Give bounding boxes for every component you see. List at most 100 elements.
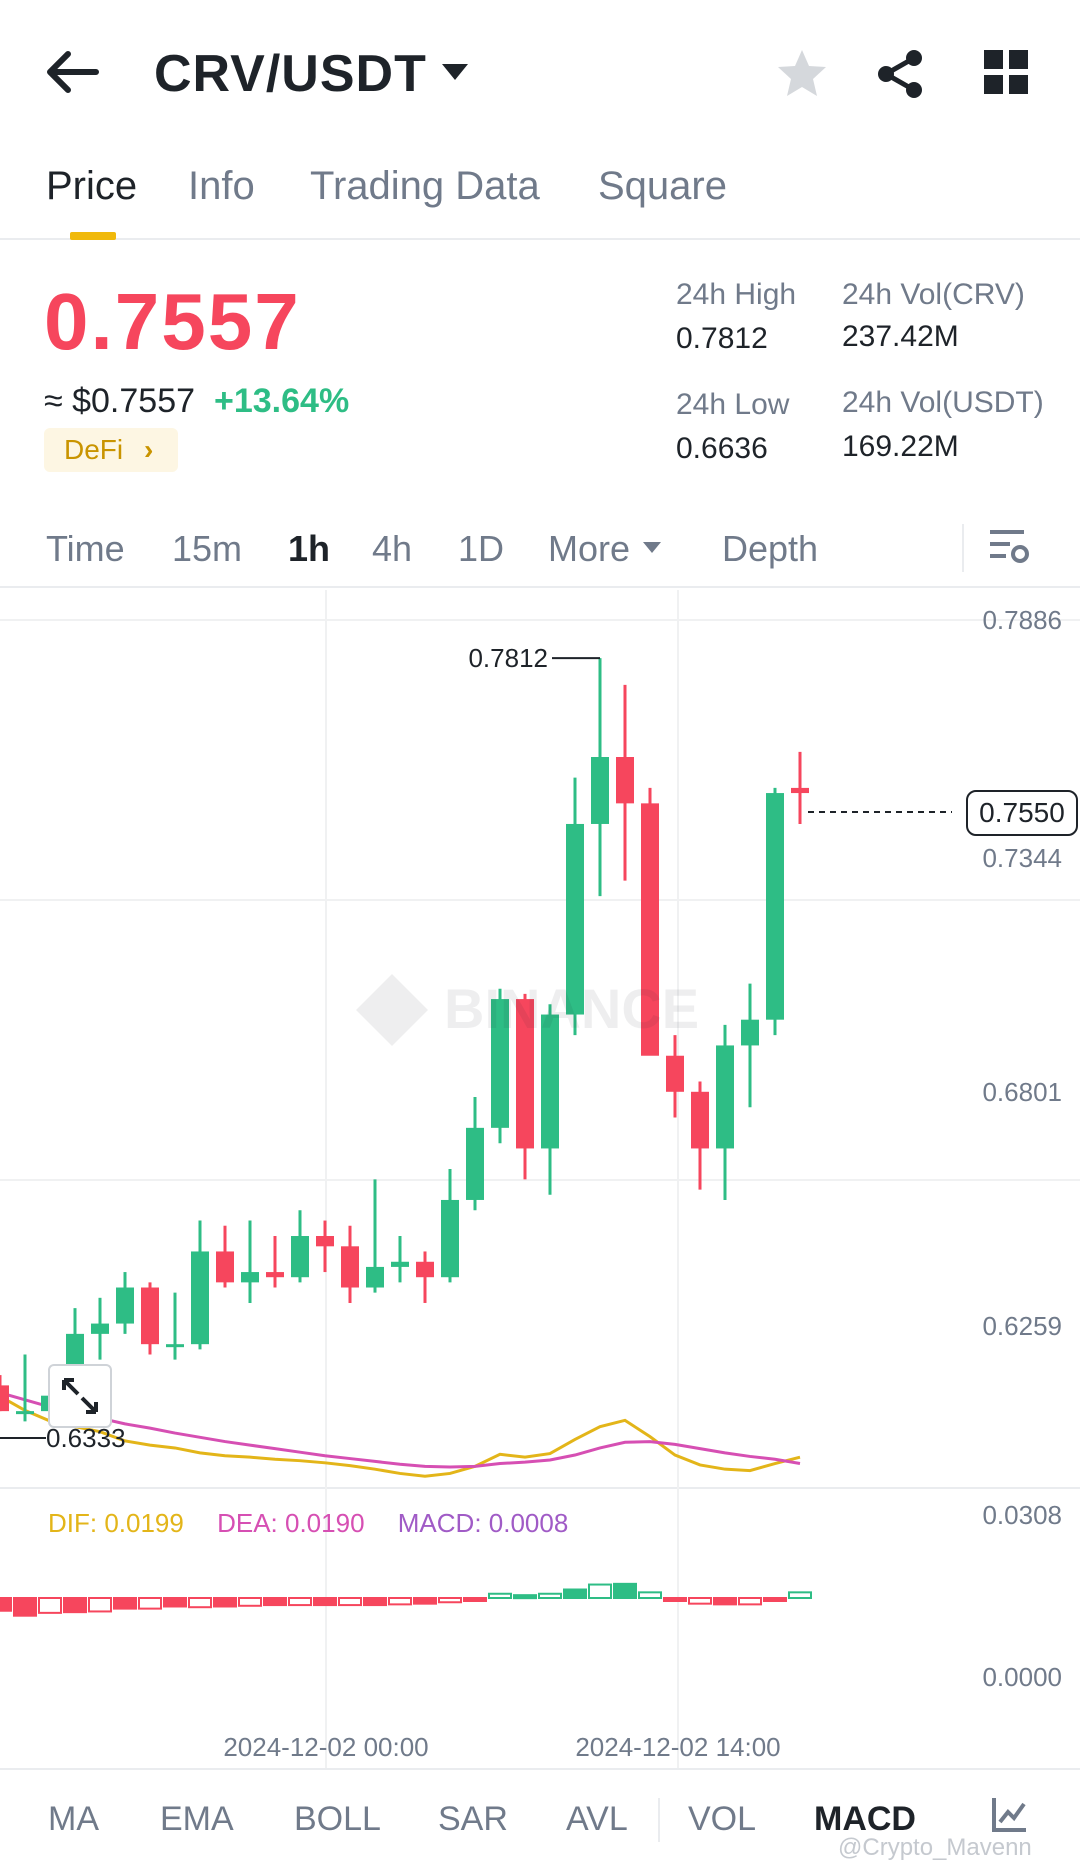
indicator-sar[interactable]: SAR — [438, 1800, 508, 1838]
dif-line — [0, 1394, 801, 1478]
low-marker-label: 0.6333 — [46, 1423, 126, 1453]
candle-body — [266, 1272, 284, 1278]
caret-down-icon[interactable] — [438, 58, 472, 86]
interval-4h[interactable]: 4h — [372, 528, 413, 569]
candle-body — [566, 823, 584, 1015]
indicator-bar: MA EMA BOLL SAR AVL VOL MACD @Crypto_Mav… — [0, 1768, 1080, 1871]
macd-bar — [513, 1594, 537, 1600]
interval-bar: Time 15m 1h 4h 1D More Depth — [0, 516, 1080, 588]
fiat-price: ≈ $0.7557 — [44, 382, 196, 420]
candle-body — [741, 1019, 759, 1046]
macd-bar — [763, 1597, 787, 1602]
candle-body — [666, 1055, 684, 1092]
candle-body — [166, 1344, 184, 1348]
macd-axis-label: 0.0308 — [982, 1500, 1062, 1530]
credit-watermark: @Crypto_Mavenn — [838, 1834, 1032, 1861]
macd-bar — [38, 1597, 62, 1614]
macd-bar — [363, 1597, 387, 1607]
dif-value: DIF: 0.0199 — [48, 1508, 184, 1538]
price-axis-label: 0.7344 — [982, 843, 1062, 873]
low-value: 0.6636 — [676, 432, 768, 465]
macd-bar — [488, 1592, 512, 1599]
macd-bar — [663, 1597, 687, 1602]
macd-bar — [463, 1597, 487, 1602]
candle-body — [641, 803, 659, 1056]
back-arrow-icon[interactable] — [44, 44, 104, 100]
interval-1h[interactable]: 1h — [288, 528, 331, 569]
watermark-text: BINANCE — [444, 977, 699, 1040]
candle-body — [391, 1261, 409, 1267]
dea-line — [0, 1391, 801, 1469]
price-chart[interactable]: 0.7812 0.6333 0.7886 0.7344 0.6801 0.6259 0.0… — [0, 590, 1080, 1770]
tab-square[interactable]: Square — [598, 164, 727, 208]
candle-body — [366, 1266, 384, 1288]
tab-info[interactable]: Info — [188, 164, 255, 208]
macd-bar — [0, 1597, 12, 1612]
share-icon[interactable] — [872, 46, 928, 102]
interval-time[interactable]: Time — [46, 528, 125, 569]
candle-body — [791, 787, 809, 794]
candle-body — [141, 1287, 159, 1345]
star-icon[interactable] — [774, 46, 830, 102]
candle-body — [616, 757, 634, 804]
tab-price[interactable]: Price — [46, 164, 138, 208]
candle-body — [341, 1246, 359, 1288]
indicator-avl[interactable]: AVL — [566, 1800, 628, 1838]
indicator-vol[interactable]: VOL — [688, 1800, 757, 1838]
time-axis-label: 2024-12-02 14:00 — [575, 1732, 780, 1762]
candle-body — [716, 1045, 734, 1149]
dea-value: DEA: 0.0190 — [217, 1508, 365, 1538]
category-tag[interactable]: DeFi › — [44, 428, 178, 472]
candle-body — [241, 1272, 259, 1283]
macd-bar — [538, 1592, 562, 1599]
low-label: 24h Low — [676, 388, 790, 421]
macd-bar — [413, 1597, 437, 1605]
macd-bar — [438, 1597, 462, 1604]
candle-body — [116, 1287, 134, 1324]
interval-more[interactable]: More — [548, 528, 631, 569]
macd-bar — [588, 1583, 612, 1599]
chart-settings-icon[interactable] — [988, 524, 1032, 568]
interval-depth[interactable]: Depth — [722, 528, 819, 569]
active-tab-indicator — [70, 232, 116, 240]
watermark-logo: BINANCE — [352, 970, 732, 1050]
indicator-settings-icon[interactable] — [990, 1794, 1030, 1834]
candle-body — [216, 1251, 234, 1283]
vol-quote-label: 24h Vol(USDT) — [842, 386, 1044, 419]
current-price-tag: 0.7550 — [966, 790, 1078, 836]
time-axis-label: 2024-12-02 00:00 — [223, 1732, 428, 1762]
price-axis-label: 0.6259 — [982, 1311, 1062, 1341]
grid-icon[interactable] — [982, 48, 1030, 96]
price-axis-label: 0.7886 — [982, 605, 1062, 635]
expand-icon[interactable] — [48, 1364, 112, 1428]
high-marker-label: 0.7812 — [468, 643, 548, 673]
macd-bar — [113, 1597, 137, 1610]
interval-15m[interactable]: 15m — [172, 528, 243, 569]
interval-1d[interactable]: 1D — [458, 528, 505, 569]
macd-bar — [613, 1582, 637, 1600]
caret-down-icon[interactable] — [642, 540, 662, 554]
macd-bar — [338, 1597, 362, 1607]
divider — [962, 524, 964, 572]
macd-bar — [263, 1597, 287, 1607]
macd-bar — [288, 1597, 312, 1607]
indicator-ma[interactable]: MA — [48, 1800, 99, 1838]
indicator-ema[interactable]: EMA — [160, 1800, 234, 1838]
header: CRV/USDT — [0, 0, 1080, 140]
macd-bar — [138, 1597, 162, 1610]
macd-bar — [688, 1597, 712, 1605]
tab-trading-data[interactable]: Trading Data — [310, 164, 540, 208]
indicator-boll[interactable]: BOLL — [294, 1800, 381, 1838]
macd-bar — [738, 1597, 762, 1606]
candle-body — [0, 1385, 9, 1412]
candle-body — [591, 757, 609, 824]
candle-body — [416, 1261, 434, 1278]
candle-body — [91, 1323, 109, 1334]
macd-legend: DIF: 0.0199 DEA: 0.0190 MACD: 0.0008 — [48, 1508, 594, 1539]
candle-body — [541, 1014, 559, 1149]
macd-value: MACD: 0.0008 — [397, 1508, 569, 1538]
candle-body — [491, 999, 509, 1128]
pair-title[interactable]: CRV/USDT — [154, 45, 427, 103]
indicator-macd[interactable]: MACD — [814, 1800, 916, 1838]
macd-bar — [313, 1597, 337, 1607]
